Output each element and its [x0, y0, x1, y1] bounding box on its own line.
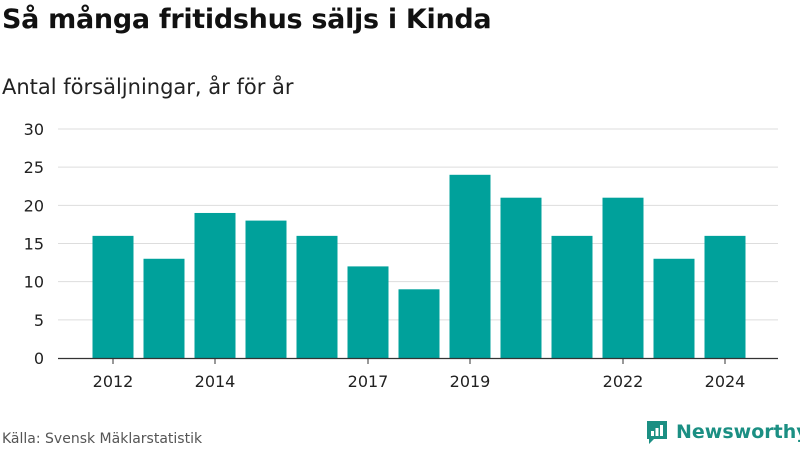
bar: [704, 235, 746, 358]
brand: Newsworthy: [644, 419, 800, 445]
chart-subtitle: Antal försäljningar, år för år: [2, 75, 294, 99]
newsworthy-logo-icon: [647, 421, 667, 444]
bar: [653, 258, 695, 358]
chart-title: Så många fritidshus säljs i Kinda: [2, 4, 492, 35]
bar: [398, 289, 440, 358]
bar: [92, 235, 134, 358]
bar-chart: 0 5 10 15 20 25 30 2012 2014 2017 2019 2022 2024: [24, 120, 778, 391]
bar: [245, 220, 287, 358]
bar: [194, 212, 236, 358]
y-tick-label: 30: [24, 120, 44, 139]
y-tick-label: 20: [24, 196, 44, 215]
y-tick-label: 25: [24, 158, 44, 177]
x-tick-label: 2024: [705, 372, 746, 391]
y-tick-label: 10: [24, 273, 44, 292]
x-tick-label: 2019: [450, 372, 491, 391]
bar: [500, 197, 542, 358]
x-tick-label: 2012: [93, 372, 134, 391]
y-tick-label: 5: [34, 311, 44, 330]
brand-name: Newsworthy: [676, 421, 800, 443]
y-tick-label: 15: [24, 235, 44, 254]
bar: [551, 235, 593, 358]
x-tick-label: 2022: [603, 372, 644, 391]
bar: [143, 258, 185, 358]
x-tick-label: 2017: [348, 372, 389, 391]
bar: [602, 197, 644, 358]
x-tick-label: 2014: [195, 372, 236, 391]
bar: [347, 266, 389, 358]
bar: [449, 174, 491, 358]
y-tick-label: 0: [34, 349, 44, 368]
bar: [296, 235, 338, 358]
source-note: Källa: Svensk Mäklarstatistik: [2, 431, 203, 447]
